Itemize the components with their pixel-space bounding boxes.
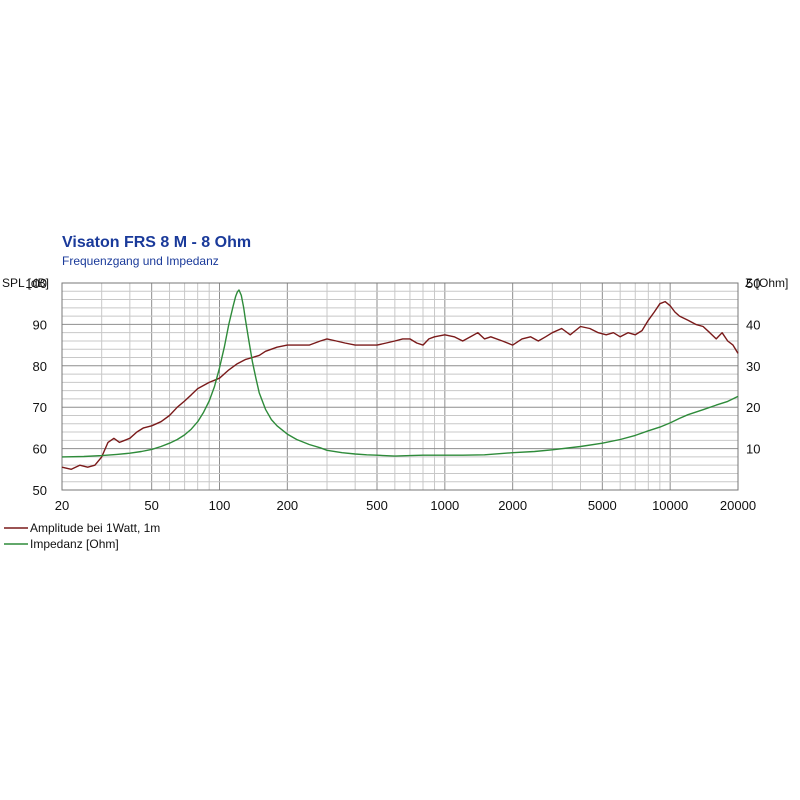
grid xyxy=(61,282,739,490)
y-left-tick-label: 80 xyxy=(33,359,47,374)
y-left-tick-label: 90 xyxy=(33,317,47,332)
series-group xyxy=(61,289,739,470)
impedance-series-line xyxy=(61,289,739,458)
chart-title: Visaton FRS 8 M - 8 Ohm xyxy=(62,234,251,251)
x-tick-label: 500 xyxy=(366,498,388,513)
x-tick-label: 2000 xyxy=(498,498,527,513)
y-left-tick-label: 100 xyxy=(25,276,47,291)
y-right-tick-label: 20 xyxy=(746,400,760,415)
x-tick-label: 5000 xyxy=(588,498,617,513)
y-right-tick-label: 10 xyxy=(746,442,760,457)
y-right-tick-label: 50 xyxy=(746,276,760,291)
legend-label: Impedanz [Ohm] xyxy=(30,537,119,551)
legend: Amplitude bei 1Watt, 1m Impedanz [Ohm] xyxy=(4,521,160,551)
plot-frame xyxy=(61,282,739,491)
y-axis-right-label: Z [Ohm] xyxy=(745,276,788,290)
x-tick-label: 20000 xyxy=(720,498,756,513)
x-tick-label: 20 xyxy=(55,498,69,513)
x-axis-ticks: 20 50 100 200 500 1000 2000 5000 10000 20000 xyxy=(55,498,756,513)
amplitude-series-line xyxy=(61,300,739,470)
x-tick-label: 1000 xyxy=(430,498,459,513)
legend-label: Amplitude bei 1Watt, 1m xyxy=(30,521,160,535)
y-left-tick-label: 70 xyxy=(33,400,47,415)
y-axis-left-ticks: 50 60 70 80 90 100 xyxy=(25,276,47,498)
y-left-tick-label: 60 xyxy=(33,442,47,457)
y-right-tick-label: 40 xyxy=(746,317,760,332)
y-right-tick-label: 30 xyxy=(746,359,760,374)
x-tick-label: 200 xyxy=(276,498,298,513)
y-axis-right-ticks: 10 20 30 40 50 xyxy=(746,276,760,457)
x-tick-label: 100 xyxy=(209,498,231,513)
x-tick-label: 10000 xyxy=(652,498,688,513)
chart-subtitle: Frequenzgang und Impedanz xyxy=(62,254,219,268)
y-axis-left-label: SPL [dB] xyxy=(2,276,49,290)
y-left-tick-label: 50 xyxy=(33,483,47,498)
x-tick-label: 50 xyxy=(144,498,158,513)
